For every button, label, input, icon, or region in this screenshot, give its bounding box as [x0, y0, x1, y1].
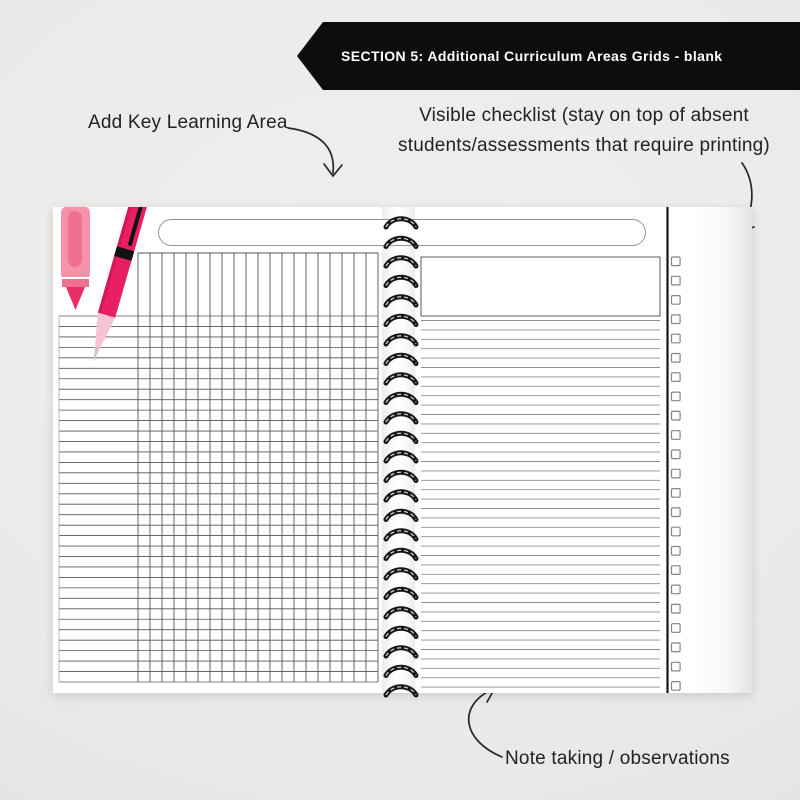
checklist-checkbox	[670, 488, 681, 498]
pink-crayon-illustration	[61, 207, 90, 318]
checklist-checkbox	[670, 545, 681, 556]
planner	[53, 207, 752, 693]
checklist-checkbox	[670, 256, 681, 267]
checklist-checkbox	[670, 391, 681, 402]
checklist-checkbox	[670, 430, 681, 440]
notes-page-content	[420, 207, 681, 693]
arrow-to-notes-icon	[467, 688, 503, 758]
notes-header-box	[420, 256, 661, 317]
arrow-to-key-learning-pill-head-icon	[323, 163, 343, 178]
checklist-checkbox	[670, 642, 681, 653]
crayon-band	[62, 279, 89, 287]
annotation-visible-checklist-line1: Visible checklist (stay on top of absent	[419, 105, 749, 126]
checklist-checkbox	[670, 333, 681, 344]
checklist-checkbox	[670, 352, 681, 363]
arrow-to-key-learning-pill-icon	[287, 127, 335, 174]
checklist-checkbox	[670, 623, 681, 633]
annotation-visible-checklist: Visible checklist (stay on top of absent…	[388, 101, 780, 161]
annotation-note-taking: Note taking / observations	[505, 748, 730, 769]
crayon-tip	[66, 287, 85, 310]
checklist-checkbox	[670, 294, 681, 305]
attendance-grid	[58, 252, 379, 683]
checklist-checkbox	[670, 565, 681, 575]
checklist-checkbox	[670, 526, 681, 537]
checklist-checkbox	[670, 449, 681, 460]
checklist-checkbox	[670, 507, 681, 518]
section-banner-label: SECTION 5: Additional Curriculum Areas G…	[341, 48, 723, 64]
section-banner-ribbon: SECTION 5: Additional Curriculum Areas G…	[297, 22, 800, 90]
checklist-checkbox	[670, 661, 681, 672]
checklist-checkbox	[670, 410, 681, 421]
crayon-stripe	[68, 211, 82, 267]
checklist-checkbox	[670, 372, 681, 383]
checklist-checkbox	[670, 681, 681, 691]
checklist-checkbox	[670, 468, 681, 479]
binding-gap	[382, 207, 415, 693]
checklist-checkbox	[670, 603, 681, 614]
checklist-checkbox	[670, 314, 681, 325]
checklist-checkbox	[670, 275, 681, 286]
checklist-checkbox	[670, 584, 681, 595]
annotation-visible-checklist-line2: students/assessments that require printi…	[398, 135, 770, 156]
page-edge-shade	[690, 207, 752, 693]
annotation-add-key-learning-area: Add Key Learning Area	[88, 112, 288, 133]
